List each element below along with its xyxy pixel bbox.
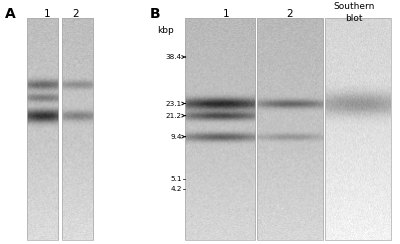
Bar (62, 18, 93, 240)
Text: 23.1: 23.1 (166, 101, 182, 106)
Text: Southern
blot: Southern blot (333, 2, 375, 22)
Text: 9.4: 9.4 (170, 134, 182, 140)
Bar (257, 18, 323, 240)
Text: 1: 1 (44, 9, 50, 19)
Bar (27, 18, 58, 240)
Text: 5.1: 5.1 (170, 176, 182, 182)
Text: kbp: kbp (157, 26, 174, 35)
Bar (185, 18, 255, 240)
Text: 4.2: 4.2 (170, 186, 182, 192)
Text: B: B (150, 7, 161, 21)
Text: 21.2: 21.2 (166, 113, 182, 119)
Text: A: A (5, 7, 16, 21)
Bar (325, 18, 391, 240)
Text: 38.4: 38.4 (166, 54, 182, 60)
Text: 2: 2 (287, 9, 293, 19)
Text: 2: 2 (72, 9, 78, 19)
Text: 1: 1 (223, 9, 229, 19)
